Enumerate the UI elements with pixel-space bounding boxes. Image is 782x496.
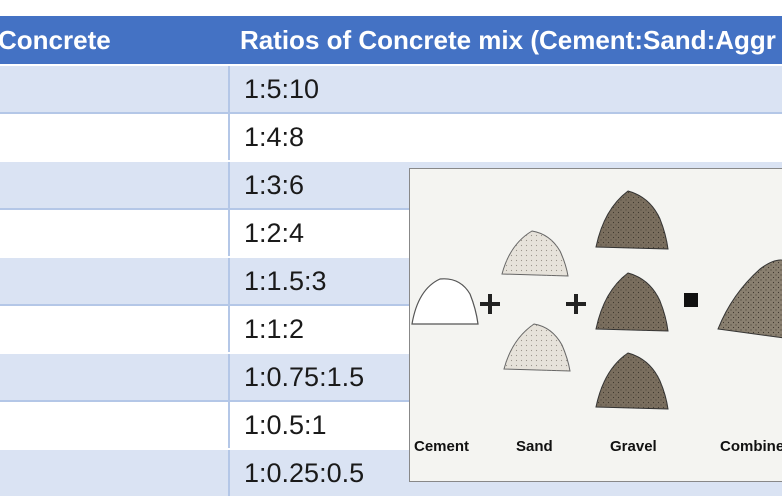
- grade-cell: [0, 66, 230, 112]
- ratio-cell: 1:1.5:3: [244, 266, 327, 296]
- cement-pile: [411, 278, 479, 325]
- label-cement: Cement: [414, 438, 469, 455]
- label-gravel: Gravel: [610, 438, 657, 455]
- label-sand: Sand: [516, 438, 553, 455]
- ratio-cell: 1:0.25:0.5: [244, 458, 365, 488]
- ratio-cell: 1:3:6: [244, 170, 305, 200]
- ratio-cell: 1:0.5:1: [244, 410, 327, 440]
- ratio-cell: 1:4:8: [244, 122, 305, 152]
- equals-icon: [684, 293, 698, 307]
- concrete-mix-illustration: Cement Sand Gravel Combine c: [409, 168, 782, 482]
- plus-icon: [566, 294, 586, 314]
- grade-cell: [0, 114, 230, 160]
- grade-cell: [0, 402, 230, 448]
- grade-cell: [0, 162, 230, 208]
- label-combined: Combine c: [720, 438, 782, 455]
- ratio-cell: 1:1:2: [244, 314, 305, 344]
- table-row: 1:4:8: [0, 112, 782, 160]
- ratio-cell: 1:2:4: [244, 218, 305, 248]
- table-header: Concrete Ratios of Concrete mix (Cement:…: [0, 16, 782, 64]
- grade-cell: [0, 258, 230, 304]
- grade-cell: [0, 210, 230, 256]
- grade-cell: [0, 450, 230, 496]
- grade-cell: [0, 354, 230, 400]
- ratio-cell: 1:0.75:1.5: [244, 362, 365, 392]
- header-concrete: Concrete: [0, 24, 111, 55]
- table-row: 1:5:10: [0, 64, 782, 112]
- grade-cell: [0, 306, 230, 352]
- mix-diagram: Cement Sand Gravel Combine c: [411, 190, 782, 455]
- plus-icon: [480, 294, 500, 314]
- ratio-cell: 1:5:10: [244, 74, 320, 104]
- header-ratios: Ratios of Concrete mix (Cement:Sand:Aggr: [239, 24, 776, 55]
